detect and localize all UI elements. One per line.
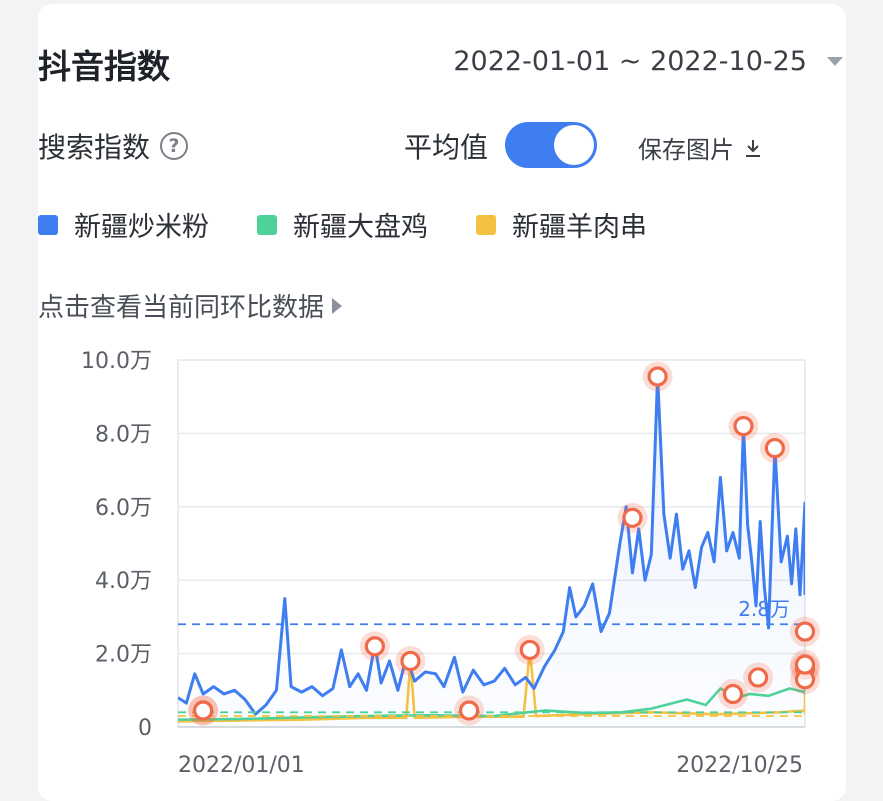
save-image-button[interactable]: 保存图片 xyxy=(638,130,762,165)
peak-marker xyxy=(364,636,385,657)
x-tick-label: 2022/10/25 xyxy=(676,753,803,778)
peak-marker xyxy=(794,654,816,675)
peak-marker xyxy=(622,507,643,528)
legend-item-dapanji[interactable]: 新疆大盘鸡 xyxy=(257,205,428,244)
peak-marker xyxy=(647,366,668,387)
peak-marker xyxy=(459,700,480,721)
y-tick-label: 2.0万 xyxy=(95,643,152,668)
search-index-label: 搜索指数 xyxy=(38,131,151,164)
series-line-1 xyxy=(178,375,805,716)
y-tick-label: 10.0万 xyxy=(81,349,152,374)
page-title: 抖音指数 xyxy=(38,47,170,86)
y-tick-label: 6.0万 xyxy=(95,496,152,521)
peak-marker xyxy=(733,415,754,437)
date-range-text: 2022-01-01 ~ 2022-10-25 xyxy=(453,46,807,77)
legend-item-yangrouchuan[interactable]: 新疆羊肉串 xyxy=(476,205,647,244)
play-right-icon xyxy=(332,297,343,314)
average-label: 2.8万 xyxy=(738,597,790,621)
search-index-heading: 搜索指数 ? xyxy=(38,126,189,166)
average-toggle[interactable] xyxy=(505,122,597,168)
y-tick-label: 4.0万 xyxy=(95,569,152,594)
peak-marker xyxy=(764,437,785,459)
legend-label: 新疆炒米粉 xyxy=(74,212,209,243)
x-tick-label: 2022/01/01 xyxy=(178,753,305,778)
legend-swatch-green xyxy=(257,214,277,235)
y-tick-label: 8.0万 xyxy=(95,422,152,447)
question-circle-icon[interactable]: ? xyxy=(160,132,189,160)
date-range-selector[interactable]: 2022-01-01 ~ 2022-10-25 xyxy=(453,46,843,77)
download-icon xyxy=(746,139,760,157)
series-line-2 xyxy=(178,683,805,721)
peak-marker xyxy=(193,700,214,721)
save-image-label: 保存图片 xyxy=(638,136,734,164)
blue-series-area xyxy=(178,376,805,727)
chart-legend: 新疆炒米粉 新疆大盘鸡 新疆羊肉串 xyxy=(38,205,695,244)
peak-marker xyxy=(400,650,421,672)
peak-marker xyxy=(519,639,540,661)
average-label: 平均值 xyxy=(404,131,489,164)
legend-label: 新疆大盘鸡 xyxy=(293,212,428,243)
compare-link[interactable]: 点击查看当前同环比数据 xyxy=(38,287,343,324)
caret-down-icon xyxy=(827,57,843,66)
legend-item-chaomifen[interactable]: 新疆炒米粉 xyxy=(38,205,209,244)
peak-marker xyxy=(794,621,816,642)
legend-swatch-yellow xyxy=(476,214,496,235)
compare-link-text: 点击查看当前同环比数据 xyxy=(38,293,325,323)
peak-marker xyxy=(748,667,769,688)
legend-label: 新疆羊肉串 xyxy=(512,212,647,243)
peak-marker xyxy=(722,683,744,705)
y-tick-label: 0 xyxy=(138,716,152,741)
toggle-knob xyxy=(554,125,594,165)
legend-swatch-blue xyxy=(38,214,58,235)
